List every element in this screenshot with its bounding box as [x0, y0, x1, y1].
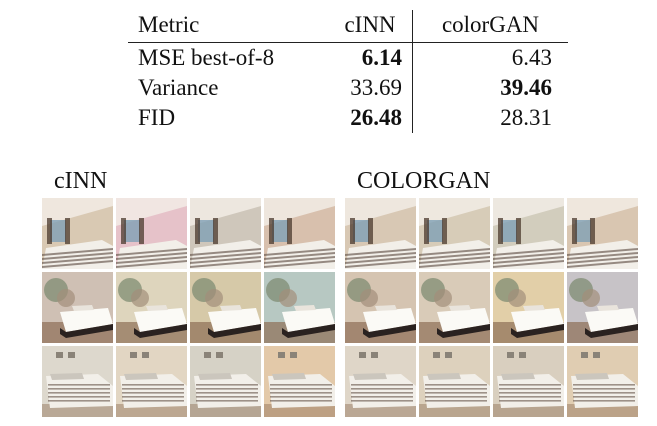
- bedroom-thumbnail: [42, 198, 113, 269]
- bedroom-thumbnail: [345, 198, 416, 269]
- bedroom-thumbnail: [264, 272, 335, 343]
- metric-name: MSE best-of-8: [138, 45, 275, 70]
- table-row: MSE best-of-8 6.14 6.43: [128, 42, 568, 73]
- colorgan-value: 6.43: [511, 45, 552, 70]
- cinn-value: 6.14: [328, 42, 413, 73]
- table-header-row: Metric cINN colorGAN: [128, 10, 568, 43]
- bedroom-thumbnail: [190, 198, 261, 269]
- bedroom-thumbnail: [493, 346, 564, 417]
- bedroom-thumbnail: [264, 346, 335, 417]
- header-colorgan: colorGAN: [441, 12, 540, 37]
- bedroom-thumbnail: [345, 346, 416, 417]
- cinn-grid-title: cINN: [54, 168, 108, 194]
- bedroom-thumbnail: [419, 198, 490, 269]
- cinn-value: 26.48: [328, 103, 413, 133]
- bedroom-thumbnail: [567, 198, 638, 269]
- bedroom-thumbnail: [116, 346, 187, 417]
- bedroom-thumbnail: [567, 272, 638, 343]
- cinn-image-grid: [42, 198, 335, 417]
- bedroom-thumbnail: [567, 346, 638, 417]
- bedroom-thumbnail: [190, 272, 261, 343]
- bedroom-thumbnail: [345, 272, 416, 343]
- bedroom-thumbnail: [264, 198, 335, 269]
- bedroom-thumbnail: [42, 272, 113, 343]
- bedroom-thumbnail: [493, 272, 564, 343]
- colorgan-value: 28.31: [500, 105, 552, 130]
- table-row: FID 26.48 28.31: [128, 103, 568, 133]
- table-row: Variance 33.69 39.46: [128, 73, 568, 103]
- header-cinn: cINN: [328, 10, 413, 43]
- colorgan-value: 39.46: [500, 75, 552, 100]
- colorgan-grid-title: COLORGAN: [357, 168, 491, 194]
- bedroom-thumbnail: [493, 198, 564, 269]
- bedroom-thumbnail: [419, 272, 490, 343]
- header-metric: Metric: [138, 12, 200, 37]
- bedroom-thumbnail: [190, 346, 261, 417]
- cinn-value: 33.69: [328, 73, 413, 103]
- metric-name: Variance: [138, 75, 219, 100]
- metrics-table: Metric cINN colorGAN MSE best-of-8 6.14 …: [128, 10, 568, 133]
- bedroom-thumbnail: [116, 272, 187, 343]
- metric-name: FID: [138, 105, 176, 130]
- colorgan-image-grid: [345, 198, 638, 417]
- bedroom-thumbnail: [116, 198, 187, 269]
- bedroom-thumbnail: [42, 346, 113, 417]
- bedroom-thumbnail: [419, 346, 490, 417]
